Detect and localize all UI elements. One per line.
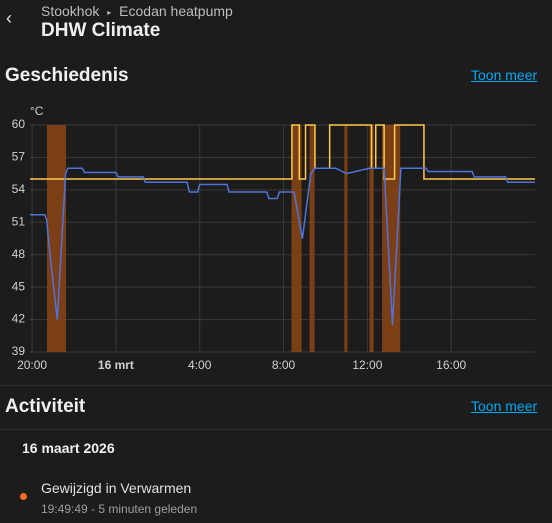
y-tick-label: 39	[12, 344, 26, 358]
breadcrumb-item: Ecodan heatpump	[119, 3, 233, 19]
y-tick-label: 45	[12, 279, 26, 293]
x-tick-label: 4:00	[188, 358, 212, 372]
heating-range	[46, 125, 67, 352]
section-title: Activiteit	[5, 396, 86, 417]
breadcrumb-separator: ▸	[107, 7, 112, 17]
y-axis-label: °C	[30, 104, 44, 118]
status-dot	[20, 493, 27, 500]
heating-range	[382, 125, 401, 352]
activity-date: 16 maart 2026	[22, 440, 115, 456]
x-tick-label: 16:00	[436, 358, 466, 372]
y-tick-label: 51	[12, 214, 26, 228]
series-line	[30, 167, 535, 326]
x-tick-label: 12:00	[352, 358, 382, 372]
activity-message: Gewijzigd in Verwarmen	[41, 480, 192, 496]
x-tick-label: 20:00	[17, 358, 47, 372]
x-tick-label: 8:00	[272, 358, 296, 372]
y-tick-label: 48	[12, 247, 26, 261]
y-tick-label: 54	[12, 182, 26, 196]
heating-range	[291, 125, 302, 352]
heating-range	[369, 125, 374, 352]
heating-range	[344, 125, 348, 352]
series-line	[30, 124, 535, 180]
y-tick-label: 60	[12, 117, 26, 131]
y-tick-label: 42	[12, 312, 26, 326]
show-more-link[interactable]: Toon meer	[471, 67, 538, 83]
back-button[interactable]: ‹	[6, 8, 12, 28]
show-more-link[interactable]: Toon meer	[471, 398, 538, 414]
activity-time: 19:49:49 - 5 minuten geleden	[41, 502, 198, 516]
divider	[0, 429, 552, 430]
divider	[0, 385, 552, 386]
page-title: DHW Climate	[41, 20, 161, 41]
breadcrumb: Stookhok ▸ Ecodan heatpump	[41, 3, 233, 19]
heating-range	[309, 125, 315, 352]
breadcrumb-item: Stookhok	[41, 3, 100, 19]
section-title: Geschiedenis	[5, 65, 129, 86]
x-tick-label: 16 mrt	[98, 358, 134, 372]
y-tick-label: 57	[12, 150, 26, 164]
